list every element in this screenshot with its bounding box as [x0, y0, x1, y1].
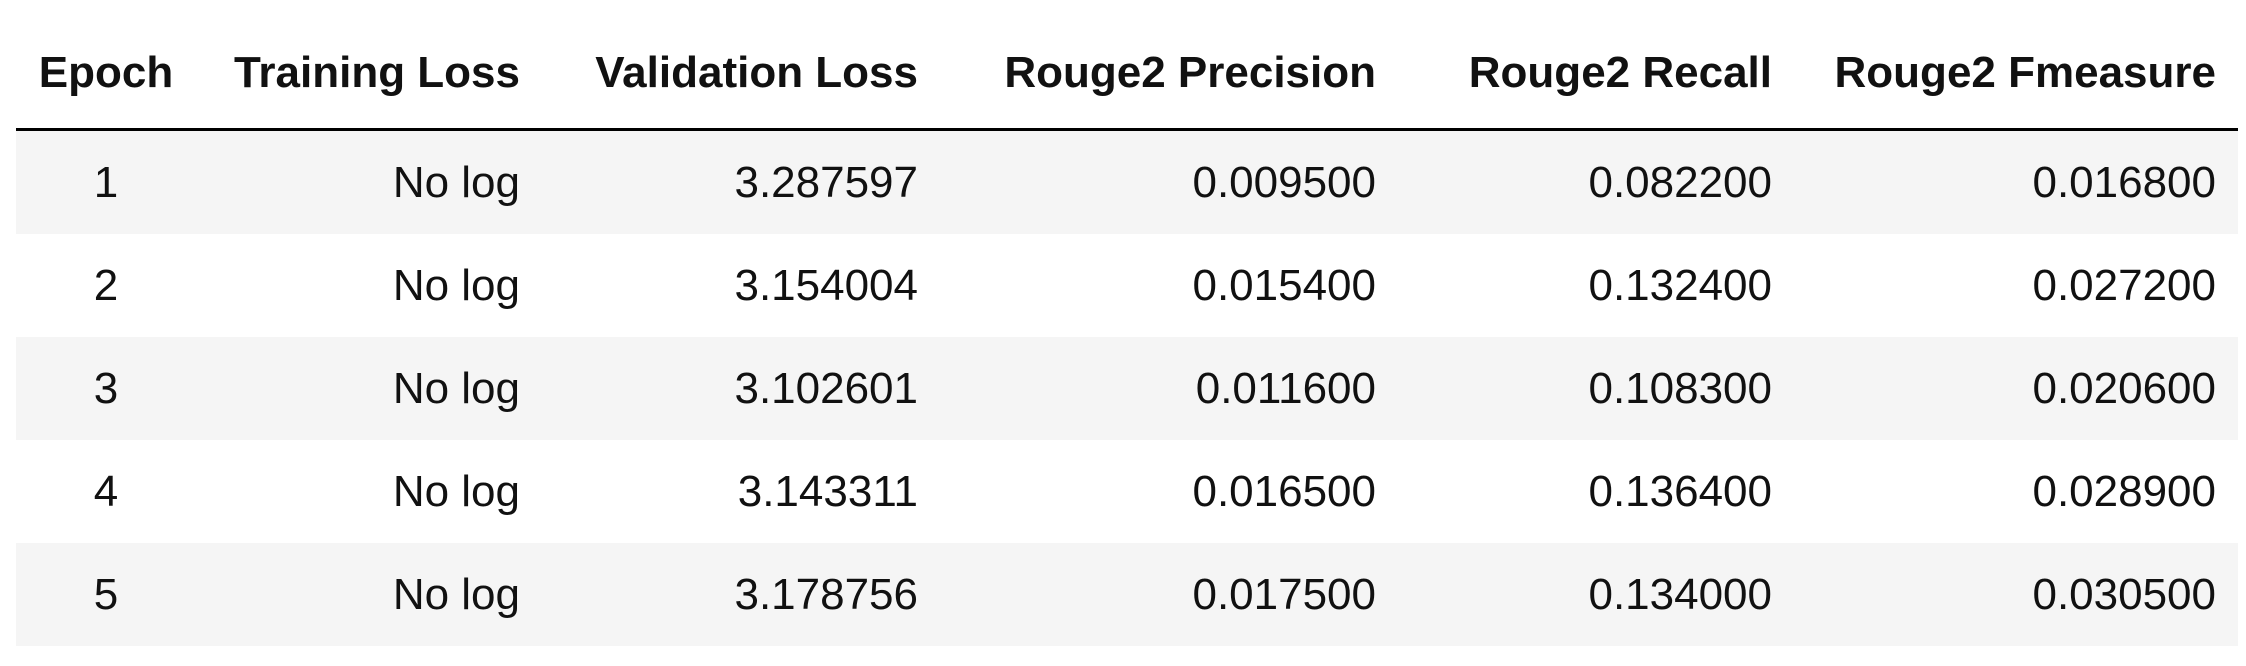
cell-rouge2-recall: 0.082200 — [1398, 129, 1794, 234]
table-row: 3 No log 3.102601 0.011600 0.108300 0.02… — [16, 337, 2238, 440]
column-header-rouge2-fmeasure: Rouge2 Fmeasure — [1794, 18, 2238, 131]
table-row: 1 No log 3.287597 0.009500 0.082200 0.01… — [16, 129, 2238, 234]
cell-rouge2-fmeasure: 0.027200 — [1794, 234, 2238, 337]
cell-validation-loss: 3.143311 — [542, 440, 940, 543]
column-header-rouge2-recall: Rouge2 Recall — [1398, 18, 1794, 131]
cell-rouge2-fmeasure: 0.020600 — [1794, 337, 2238, 440]
cell-rouge2-precision: 0.009500 — [940, 129, 1398, 234]
cell-epoch: 5 — [16, 543, 196, 646]
cell-rouge2-fmeasure: 0.016800 — [1794, 129, 2238, 234]
cell-rouge2-recall: 0.134000 — [1398, 543, 1794, 646]
cell-rouge2-recall: 0.108300 — [1398, 337, 1794, 440]
column-header-epoch: Epoch — [16, 18, 196, 131]
cell-rouge2-fmeasure: 0.030500 — [1794, 543, 2238, 646]
cell-validation-loss: 3.178756 — [542, 543, 940, 646]
cell-rouge2-recall: 0.132400 — [1398, 234, 1794, 337]
cell-epoch: 4 — [16, 440, 196, 543]
table-row: 2 No log 3.154004 0.015400 0.132400 0.02… — [16, 234, 2238, 337]
table-header: Epoch Training Loss Validation Loss Roug… — [16, 18, 2238, 131]
cell-epoch: 3 — [16, 337, 196, 440]
cell-epoch: 1 — [16, 129, 196, 234]
column-header-validation-loss: Validation Loss — [542, 18, 940, 131]
cell-training-loss: No log — [196, 337, 542, 440]
cell-validation-loss: 3.154004 — [542, 234, 940, 337]
cell-validation-loss: 3.287597 — [542, 129, 940, 234]
metrics-table-container: Epoch Training Loss Validation Loss Roug… — [16, 18, 2238, 646]
cell-epoch: 2 — [16, 234, 196, 337]
cell-rouge2-precision: 0.016500 — [940, 440, 1398, 543]
cell-training-loss: No log — [196, 543, 542, 646]
header-row: Epoch Training Loss Validation Loss Roug… — [16, 18, 2238, 131]
training-metrics-table: Epoch Training Loss Validation Loss Roug… — [16, 18, 2238, 646]
cell-rouge2-precision: 0.011600 — [940, 337, 1398, 440]
cell-rouge2-precision: 0.015400 — [940, 234, 1398, 337]
cell-validation-loss: 3.102601 — [542, 337, 940, 440]
column-header-rouge2-precision: Rouge2 Precision — [940, 18, 1398, 131]
column-header-training-loss: Training Loss — [196, 18, 542, 131]
cell-training-loss: No log — [196, 440, 542, 543]
table-body: 1 No log 3.287597 0.009500 0.082200 0.01… — [16, 129, 2238, 646]
cell-training-loss: No log — [196, 129, 542, 234]
table-row: 5 No log 3.178756 0.017500 0.134000 0.03… — [16, 543, 2238, 646]
table-row: 4 No log 3.143311 0.016500 0.136400 0.02… — [16, 440, 2238, 543]
cell-training-loss: No log — [196, 234, 542, 337]
cell-rouge2-precision: 0.017500 — [940, 543, 1398, 646]
cell-rouge2-fmeasure: 0.028900 — [1794, 440, 2238, 543]
cell-rouge2-recall: 0.136400 — [1398, 440, 1794, 543]
